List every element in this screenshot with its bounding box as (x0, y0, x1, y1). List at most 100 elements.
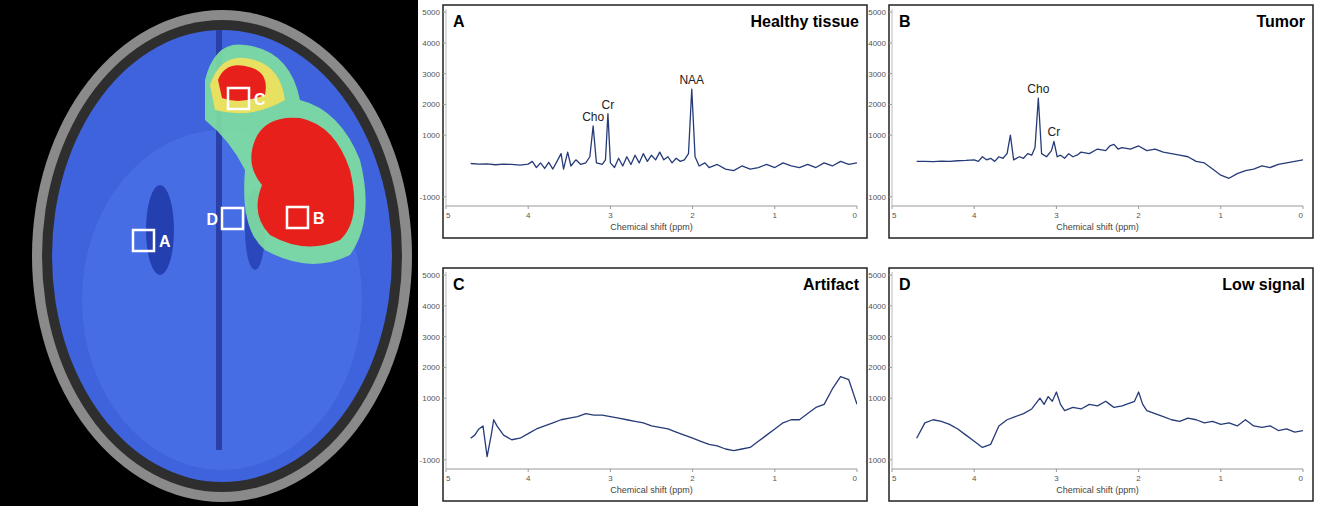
panel: -100010002000300040005000543210Chemical … (420, 5, 867, 238)
roi-label: C (254, 91, 266, 108)
peak-label: Cr (602, 98, 615, 112)
x-tick (857, 206, 858, 209)
y-tick-label: 3000 (422, 333, 440, 342)
brain-overlay (52, 30, 392, 482)
x-tick-label: 1 (773, 474, 778, 483)
y-tick-label: 1000 (868, 131, 886, 140)
x-tick (528, 206, 529, 209)
tumor-halo-inner (210, 58, 285, 114)
peak-label: Cr (1048, 125, 1061, 139)
y-tick-label: 2000 (422, 363, 440, 372)
y-tick-label: 3000 (868, 70, 886, 79)
x-tick-label: 3 (608, 474, 613, 483)
peak-label: NAA (679, 73, 704, 87)
x-tick (1220, 469, 1221, 472)
y-axis-line (892, 272, 893, 469)
peak-label: Cho (1027, 82, 1049, 96)
y-tick-label: 5000 (868, 271, 886, 280)
y-tick (443, 196, 446, 197)
roi-box (222, 208, 243, 229)
x-axis-title: Chemical shift (ppm) (610, 222, 693, 232)
x-tick-label: 0 (853, 474, 858, 483)
y-tick-label: 5000 (422, 8, 440, 17)
x-tick-label: 2 (1136, 474, 1141, 483)
y-axis-line (892, 9, 893, 206)
x-tick-label: 2 (690, 474, 695, 483)
figure: A B C D -1000 1000 2000 3000 4000 5000 5 4 3 2 1 0 Chemi… (0, 0, 1321, 506)
x-axis-line (892, 206, 1303, 207)
x-tick (1056, 206, 1057, 209)
x-tick (974, 206, 975, 209)
spectrum-line (471, 377, 857, 457)
y-tick-label: 4000 (868, 39, 886, 48)
y-tick-label: 2000 (868, 100, 886, 109)
x-tick (892, 469, 893, 472)
y-tick-label: 5000 (868, 8, 886, 17)
x-tick (892, 206, 893, 209)
y-tick-label: -1000 (866, 456, 887, 465)
y-tick-label: 4000 (422, 39, 440, 48)
scalp-gap (42, 20, 402, 492)
y-tick (889, 73, 892, 74)
y-tick (443, 305, 446, 306)
y-tick-label: 1000 (422, 394, 440, 403)
y-axis-line (446, 272, 447, 469)
panel-title: Low signal (1222, 276, 1305, 293)
x-tick (528, 469, 529, 472)
y-tick (443, 42, 446, 43)
x-tick-label: 5 (446, 474, 451, 483)
y-tick (889, 336, 892, 337)
panel-title: Artifact (803, 276, 860, 293)
x-tick-label: 4 (972, 474, 977, 483)
spectrum-line (917, 392, 1303, 447)
x-tick-label: 0 (1299, 211, 1304, 220)
y-tick (889, 398, 892, 399)
peak-label: Cho (582, 110, 604, 124)
roi-box (287, 207, 308, 228)
y-tick-label: 4000 (868, 302, 886, 311)
y-tick-label: -1000 (420, 193, 441, 202)
y-tick (443, 398, 446, 399)
x-tick (1138, 206, 1139, 209)
mri-image (0, 0, 418, 506)
x-tick (1138, 469, 1139, 472)
y-tick (443, 367, 446, 368)
x-tick-label: 3 (608, 211, 613, 220)
x-tick (610, 206, 611, 209)
x-tick (974, 469, 975, 472)
y-tick (889, 275, 892, 276)
panel-letter: A (453, 13, 465, 30)
roi-label: B (313, 210, 325, 227)
panel-letter: C (453, 276, 465, 293)
spectrum-line (917, 98, 1303, 178)
skull (32, 10, 412, 502)
y-tick (889, 135, 892, 136)
spectrum-line (471, 89, 857, 171)
roi-label: A (159, 233, 171, 250)
y-tick-label: 5000 (422, 271, 440, 280)
x-tick (692, 469, 693, 472)
x-tick (610, 469, 611, 472)
y-tick-label: 1000 (868, 394, 886, 403)
x-tick-label: 1 (1219, 474, 1224, 483)
x-tick (1220, 206, 1221, 209)
x-tick-label: 2 (690, 211, 695, 220)
y-tick-label: 4000 (422, 302, 440, 311)
y-tick-label: -1000 (420, 456, 441, 465)
plot-marks (471, 89, 857, 171)
tumor-hot (251, 118, 354, 247)
x-tick (857, 469, 858, 472)
x-tick (1303, 469, 1304, 472)
x-tick (692, 206, 693, 209)
roi-label: D (206, 211, 218, 228)
y-tick-label: 2000 (868, 363, 886, 372)
panel: -100010002000300040005000543210Chemical … (866, 5, 1313, 238)
x-tick (774, 469, 775, 472)
panel-frame (443, 5, 867, 238)
roi-box (228, 88, 249, 109)
y-tick (443, 73, 446, 74)
x-tick (446, 469, 447, 472)
x-axis-title: Chemical shift (ppm) (1056, 485, 1139, 495)
x-tick-label: 2 (1136, 211, 1141, 220)
panel-frame (443, 268, 867, 501)
